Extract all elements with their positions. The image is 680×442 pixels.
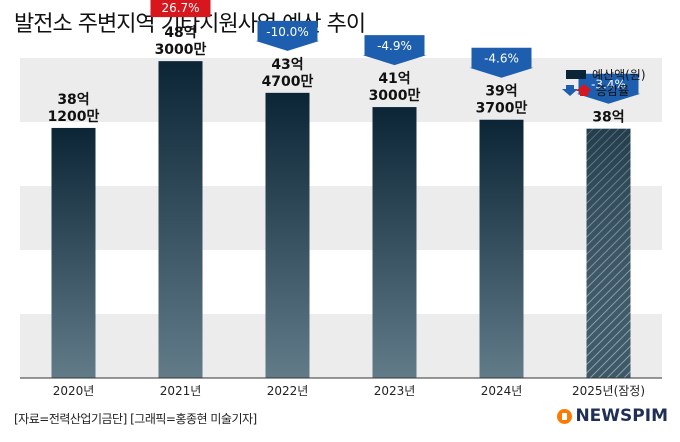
value-label: 38억 (592, 110, 624, 126)
arrow-down-icon (576, 73, 641, 104)
legend-budget-swatch (566, 70, 586, 79)
value-label: 41억 (378, 71, 410, 87)
x-tick-label: 2025년(잠정) (572, 384, 645, 398)
x-tick-label: 2021년 (160, 384, 202, 398)
value-label: 3000만 (155, 42, 207, 58)
value-label: 1200만 (48, 109, 100, 125)
value-label: 39억 (485, 84, 517, 100)
arrow-down-icon (362, 35, 427, 66)
background-band (20, 58, 662, 122)
legend-change-label: 증감률 (596, 84, 629, 98)
bar-3 (372, 107, 417, 379)
arrow-down-icon (469, 47, 534, 78)
bar-overlay-5 (586, 128, 631, 378)
background-band (20, 314, 662, 378)
change-label: 26.7% (161, 1, 199, 15)
bar-0 (51, 127, 96, 378)
x-tick-labels: 2020년 2021년 2022년 2023년 2024년 2025년(잠정) (53, 384, 645, 398)
newspim-logo-icon (557, 408, 573, 424)
value-label: 48억 (164, 25, 196, 41)
x-tick-label: 2022년 (267, 384, 309, 398)
background-bands (20, 58, 662, 378)
legend-down-arrow-icon (562, 85, 578, 96)
value-label: 3700만 (476, 101, 528, 117)
value-label: 3000만 (369, 88, 421, 104)
value-label: 4700만 (262, 74, 314, 90)
legend-budget-label: 예산액(원) (592, 68, 646, 82)
bars (51, 61, 631, 379)
change-label: -10.0% (266, 25, 308, 39)
bar-2 (265, 92, 310, 379)
change-label: -4.9% (377, 39, 412, 53)
x-tick-label: 2020년 (53, 384, 95, 398)
value-label: 38억 (57, 92, 89, 108)
x-tick-label: 2024년 (481, 384, 523, 398)
change-arrows: 26.7% -10.0% -4.9% -4.6% -3.4% (150, 0, 641, 104)
newspim-logo: NEWSPIM (557, 406, 668, 426)
brand-name: NEWSPIM (575, 406, 668, 426)
value-label: 43억 (271, 57, 303, 73)
source-credit: [자료=전력산업기금단] [그래픽=홍종현 미술기자] (14, 412, 257, 426)
change-label: -4.6% (484, 52, 519, 66)
arrow-up-icon (150, 0, 211, 18)
arrow-down-icon (255, 20, 320, 51)
x-tick-label: 2023년 (374, 384, 416, 398)
legend: 예산액(원) 증감률 (562, 68, 646, 98)
change-label: -3.4% (591, 78, 626, 92)
background-band (20, 186, 662, 250)
legend-up-arrow-icon (576, 84, 592, 96)
bar-4 (479, 119, 524, 379)
bar-1 (158, 61, 203, 378)
